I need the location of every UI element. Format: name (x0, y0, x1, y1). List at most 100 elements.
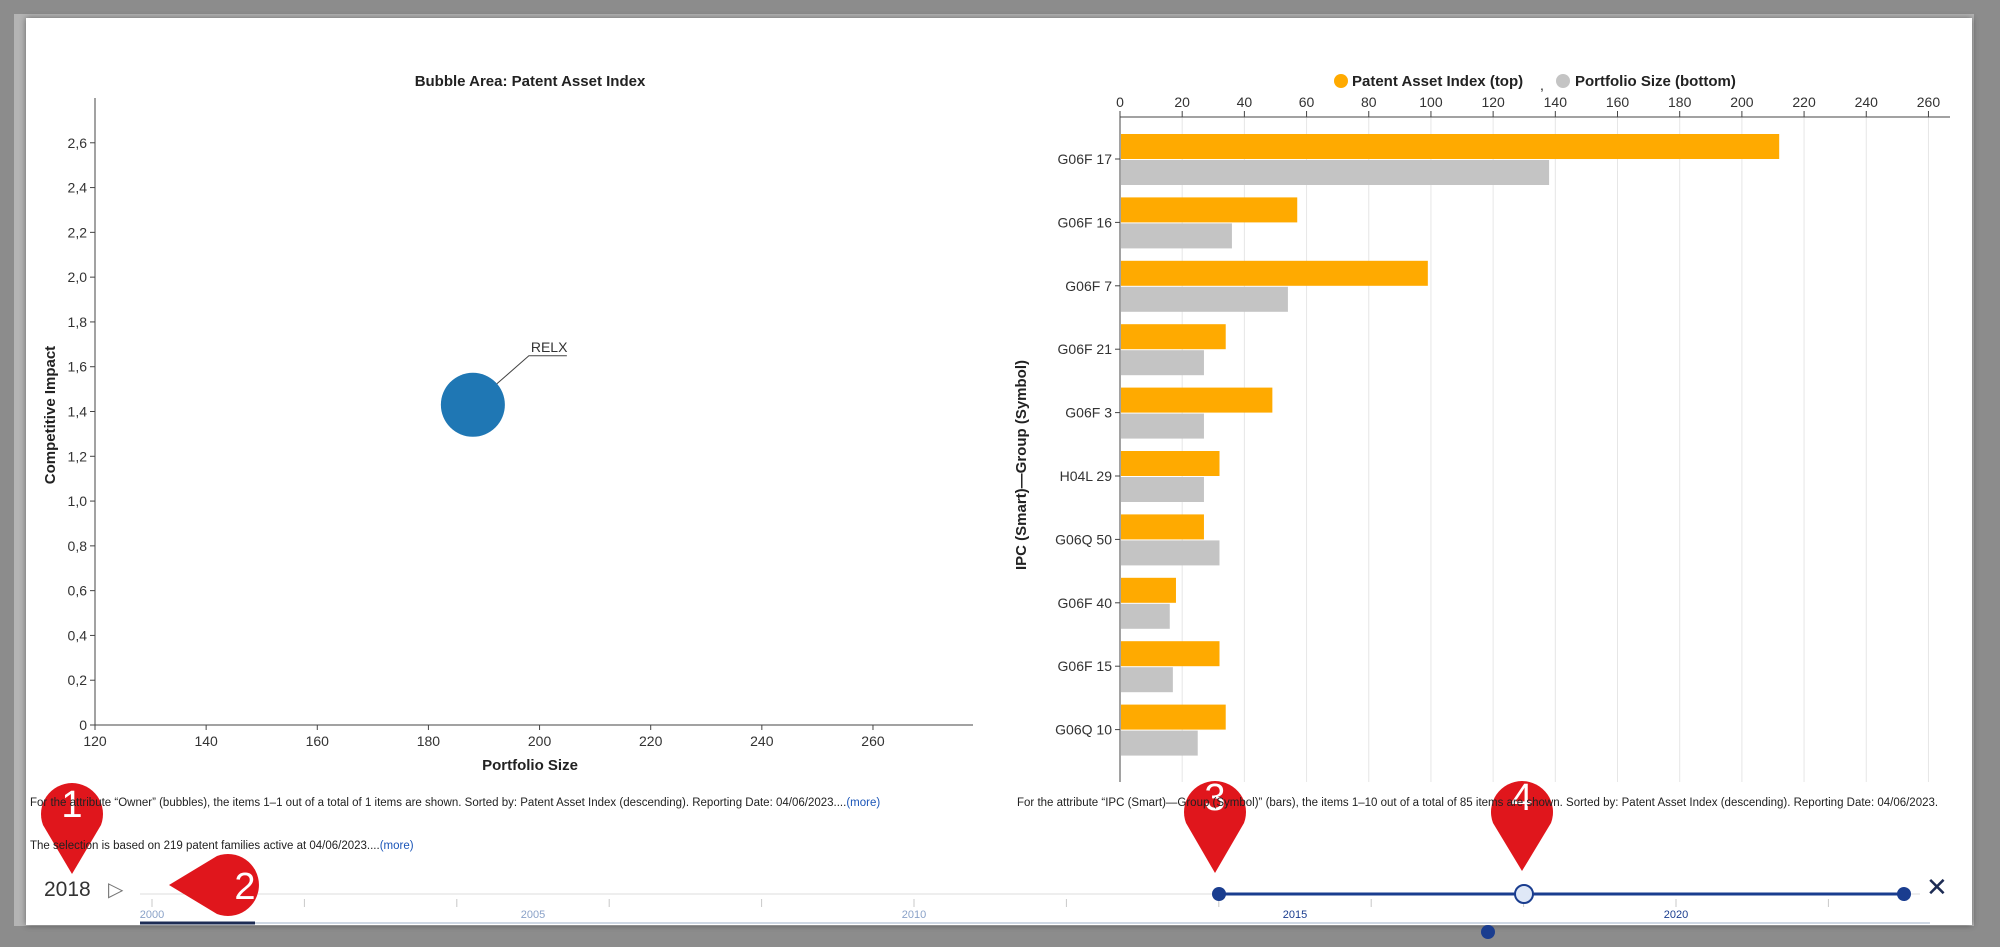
bar-portfolio-size[interactable] (1121, 286, 1288, 312)
legend-separator: , (1540, 77, 1544, 93)
bubble-y-tick-label: 1,2 (68, 448, 88, 464)
bar-portfolio-size[interactable] (1121, 413, 1204, 439)
bar-patent-asset-index[interactable] (1121, 197, 1298, 223)
bar-chart: Patent Asset Index (top) , Portfolio Siz… (1013, 73, 1950, 782)
timeline: 2000 2005 2010 2015 2020 (140, 884, 1930, 939)
callout-2-number: 2 (234, 866, 255, 908)
bubble-x-tick-label: 200 (528, 733, 552, 749)
bubble-x-axis-label: Portfolio Size (482, 757, 578, 774)
bubble-y-tick-label: 0,2 (68, 672, 88, 688)
bar-x-tick-label: 20 (1174, 94, 1190, 110)
bar-portfolio-size[interactable] (1121, 667, 1173, 693)
bubble-y-tick-label: 1,4 (68, 404, 88, 420)
selection-footnote-text: The selection is based on 219 patent fam… (30, 840, 380, 852)
timeline-year-label: 2020 (1664, 909, 1688, 921)
timeline-year-label: 2000 (140, 909, 164, 921)
bar-x-ticks: 0 20 40 60 80 100 120 140 160 180 200 220 240 260 (1116, 94, 1940, 117)
timeline-range-start-handle[interactable] (1212, 887, 1226, 901)
bar-patent-asset-index[interactable] (1121, 134, 1780, 159)
timeline-year-labels: 2000 2005 2010 2015 2020 (140, 909, 1688, 921)
timeline-current-year: 2018 (44, 878, 91, 901)
callout-4-number: 4 (1511, 777, 1532, 819)
bar-category-label: G06F 3 (1065, 405, 1112, 421)
bubble-x-tick-label: 180 (417, 733, 441, 749)
bar-patent-asset-index[interactable] (1121, 704, 1226, 730)
legend-swatch-pai (1334, 74, 1348, 88)
bar-x-tick-label: 160 (1606, 94, 1630, 110)
bar-x-tick-label: 100 (1419, 94, 1443, 110)
bar-patent-asset-index[interactable] (1121, 451, 1220, 476)
timeline-range-end-handle[interactable] (1897, 887, 1911, 901)
bubble-y-ticks: 0 0,2 0,4 0,6 0,8 1,0 1,2 1,4 1,6 1,8 2,0 2,2 2,4 2,6 (68, 135, 95, 733)
callout-pin-3 (1184, 781, 1246, 873)
callout-pin-4 (1491, 781, 1554, 871)
bubble-y-axis-label: Competitive Impact (42, 346, 59, 484)
timeline-current-handle[interactable] (1514, 884, 1534, 904)
bar-category-label: G06F 40 (1058, 595, 1113, 611)
bar-patent-asset-index[interactable] (1121, 641, 1220, 667)
bar-patent-asset-index[interactable] (1121, 324, 1226, 350)
bar-portfolio-size[interactable] (1121, 160, 1550, 185)
bubble-chart: Bubble Area: Patent Asset Index 120 140 16… (42, 73, 973, 774)
bar-x-tick-label: 0 (1116, 94, 1124, 110)
close-icon[interactable]: ✕ (1926, 872, 1948, 902)
bubble-y-tick-label: 1,8 (68, 314, 88, 330)
bar-category-label: G06F 17 (1058, 151, 1113, 167)
legend-label-portfolio: Portfolio Size (bottom) (1575, 73, 1736, 90)
bar-bars (1121, 134, 1780, 756)
bar-x-tick-label: 260 (1917, 94, 1941, 110)
bubble-y-tick-label: 2,2 (68, 224, 88, 240)
bar-category-label: G06Q 10 (1055, 722, 1112, 738)
bar-portfolio-size[interactable] (1121, 730, 1198, 756)
bubble-y-tick-label: 1,0 (68, 493, 88, 509)
bar-x-tick-label: 60 (1299, 94, 1315, 110)
bubble-point[interactable] (440, 372, 505, 437)
bar-category-label: G06F 16 (1058, 214, 1113, 230)
bar-patent-asset-index[interactable] (1121, 577, 1176, 603)
timeline-scroll-thumb[interactable] (1481, 925, 1495, 939)
bar-x-tick-label: 200 (1730, 94, 1754, 110)
bar-patent-asset-index[interactable] (1121, 260, 1428, 286)
bar-patent-asset-index[interactable] (1121, 387, 1273, 413)
bar-x-tick-label: 120 (1481, 94, 1505, 110)
bar-portfolio-size[interactable] (1121, 223, 1232, 249)
bar-portfolio-size[interactable] (1121, 540, 1220, 566)
bar-footnote-text: For the attribute “IPC (Smart)—Group (Sy… (1017, 797, 1939, 809)
bubble-y-tick-label: 0,4 (68, 627, 88, 643)
timeline-year-label: 2005 (521, 909, 545, 921)
bubble-y-tick-label: 2,0 (68, 269, 88, 285)
timeline-year-label: 2015 (1283, 909, 1307, 921)
bar-x-tick-label: 80 (1361, 94, 1377, 110)
bar-category-label: H04L 29 (1060, 468, 1113, 484)
bubble-footnote-more-link[interactable]: (more) (846, 797, 881, 809)
timeline-year-label: 2010 (902, 909, 926, 921)
bubble-x-ticks: 120 140 160 180 200 220 240 260 (83, 725, 885, 749)
bubble-y-tick-label: 2,4 (68, 180, 88, 196)
bar-x-tick-label: 40 (1237, 94, 1253, 110)
bubble-y-tick-label: 0,6 (68, 583, 88, 599)
bubble-footnote-text: For the attribute “Owner” (bubbles), the… (30, 797, 847, 809)
bar-category-label: G06F 21 (1058, 341, 1113, 357)
bubble-y-tick-label: 1,6 (68, 359, 88, 375)
bar-portfolio-size[interactable] (1121, 350, 1204, 376)
callout-markers: 1 2 3 4 (41, 777, 1554, 916)
bubble-x-tick-label: 160 (306, 733, 330, 749)
bubble-x-tick-label: 120 (83, 733, 107, 749)
callout-pin-1 (41, 783, 103, 874)
bar-legend: Patent Asset Index (top) , Portfolio Siz… (1334, 73, 1736, 93)
bar-patent-asset-index[interactable] (1121, 514, 1204, 540)
bubble-x-tick-label: 240 (750, 733, 774, 749)
bar-x-tick-label: 180 (1668, 94, 1692, 110)
bar-portfolio-size[interactable] (1121, 477, 1204, 502)
bar-x-tick-label: 220 (1792, 94, 1816, 110)
bar-portfolio-size[interactable] (1121, 603, 1170, 629)
bubble-y-tick-label: 0 (79, 717, 87, 733)
bubble-x-tick-label: 260 (861, 733, 885, 749)
play-icon[interactable]: ▷ (108, 879, 124, 901)
selection-footnote-more-link[interactable]: (more) (379, 840, 414, 852)
bubble-x-tick-label: 140 (194, 733, 218, 749)
bar-category-label: G06F 7 (1065, 278, 1112, 294)
bubble-y-tick-label: 2,6 (68, 135, 88, 151)
bar-category-labels: G06F 17 G06F 16 G06F 7 G06F 21 G06F 3 H04L 29… (1055, 151, 1120, 738)
